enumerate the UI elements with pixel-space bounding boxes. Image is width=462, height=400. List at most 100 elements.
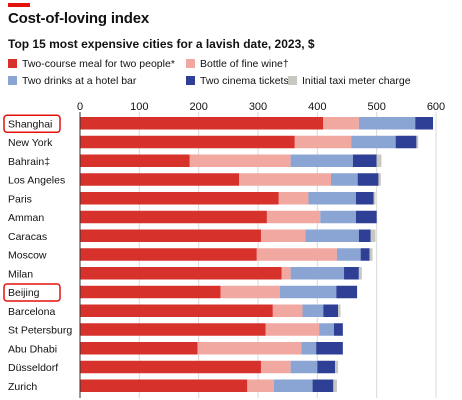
x-tick-label: 500 bbox=[367, 101, 385, 113]
bar-segment bbox=[395, 135, 417, 149]
bar-segment bbox=[369, 248, 373, 261]
bar-segment bbox=[336, 248, 361, 261]
bar-segment bbox=[294, 135, 352, 149]
bar-segment bbox=[357, 173, 379, 186]
bar-segment bbox=[370, 229, 376, 242]
bar-segment bbox=[290, 267, 345, 280]
category-label: Shanghai bbox=[8, 118, 52, 130]
bar-segment bbox=[247, 379, 275, 392]
bar-segment bbox=[281, 267, 291, 280]
bar-segment bbox=[335, 360, 339, 374]
legend-swatch bbox=[186, 59, 195, 68]
x-tick-label: 600 bbox=[427, 101, 445, 113]
bar-segment bbox=[302, 304, 324, 317]
bar-segment bbox=[80, 248, 257, 261]
bar-segment bbox=[360, 248, 370, 261]
bar-segment bbox=[265, 323, 320, 336]
bar-segment bbox=[80, 173, 240, 186]
category-label: St Petersburg bbox=[8, 325, 72, 337]
bar-segment bbox=[336, 285, 358, 299]
bar-segment bbox=[333, 379, 337, 392]
legend-label: Initial taxi meter charge bbox=[302, 75, 411, 87]
bar-segment bbox=[312, 379, 334, 392]
legend-label: Two drinks at a hotel bar bbox=[22, 75, 137, 87]
bar-segment bbox=[256, 248, 337, 261]
x-tick-label: 300 bbox=[249, 101, 267, 113]
bar-segment bbox=[80, 379, 248, 392]
bar-segment bbox=[266, 210, 321, 224]
legend-item: Initial taxi meter charge bbox=[288, 75, 411, 87]
legend-swatch bbox=[8, 59, 17, 68]
bar-segment bbox=[344, 267, 359, 280]
chart-subtitle: Top 15 most expensive cities for a lavis… bbox=[8, 37, 315, 51]
legend-item: Bottle of fine wine† bbox=[186, 58, 289, 70]
category-label: Milan bbox=[8, 268, 33, 280]
bar-segment bbox=[80, 135, 295, 149]
bar-segment bbox=[376, 154, 382, 167]
category-label: Beijing bbox=[8, 287, 40, 299]
category-label: Paris bbox=[8, 193, 32, 205]
bar-segment bbox=[355, 192, 374, 205]
bar-segment bbox=[415, 117, 434, 130]
chart-legend: Two-course meal for two people* Bottle of… bbox=[8, 58, 458, 92]
bar-segment bbox=[80, 285, 221, 299]
category-label: Abu Dhabi bbox=[8, 343, 57, 355]
legend-label: Two cinema tickets bbox=[200, 75, 289, 87]
bar-segment bbox=[80, 267, 282, 280]
bar-segment bbox=[80, 192, 279, 205]
bar-segment bbox=[378, 173, 381, 186]
bar-segment bbox=[290, 154, 353, 167]
bar-segment bbox=[308, 192, 356, 205]
legend-label: Two-course meal for two people* bbox=[22, 58, 175, 70]
bar-segment bbox=[330, 173, 358, 186]
x-tick-label: 100 bbox=[130, 101, 148, 113]
bar-segment bbox=[220, 285, 280, 299]
bar-segment bbox=[323, 117, 359, 130]
bar-segment bbox=[320, 210, 356, 224]
bar-segment bbox=[274, 379, 313, 392]
legend-swatch bbox=[288, 76, 297, 85]
x-tick-label: 200 bbox=[189, 101, 207, 113]
bar-segment bbox=[351, 135, 396, 149]
bar-segment bbox=[319, 323, 334, 336]
bar-segment bbox=[305, 229, 359, 242]
bar-segment bbox=[260, 360, 291, 374]
category-highlight-box bbox=[3, 114, 61, 133]
bar-segment bbox=[373, 192, 376, 205]
x-tick-label: 400 bbox=[308, 101, 326, 113]
legend-item: Two drinks at a hotel bar bbox=[8, 75, 136, 87]
category-label: Moscow bbox=[8, 250, 47, 262]
bar-segment bbox=[80, 304, 273, 317]
bar-segment bbox=[272, 304, 303, 317]
bar-segment bbox=[197, 342, 302, 355]
bar-segment bbox=[80, 360, 261, 374]
bar-segment bbox=[301, 342, 317, 355]
bar-segment bbox=[239, 173, 331, 186]
bar-segment bbox=[323, 304, 339, 317]
bar-segment bbox=[352, 154, 377, 167]
legend-swatch bbox=[186, 76, 195, 85]
category-label: Düsseldorf bbox=[8, 362, 58, 374]
bar-segment bbox=[316, 342, 343, 355]
bar-segment bbox=[416, 135, 419, 149]
bar-segment bbox=[358, 267, 362, 280]
category-highlight-box bbox=[3, 283, 61, 302]
bar-segment bbox=[333, 323, 343, 336]
chart-title: Cost-of-loving index bbox=[8, 10, 149, 27]
legend-label: Bottle of fine wine† bbox=[200, 58, 289, 70]
category-label: Caracas bbox=[8, 231, 47, 243]
x-tick-label: 0 bbox=[77, 101, 83, 113]
bar-segment bbox=[189, 154, 291, 167]
bar-segment bbox=[338, 304, 341, 317]
category-label: New York bbox=[8, 137, 53, 149]
category-label: Zurich bbox=[8, 381, 37, 393]
bar-segment bbox=[80, 229, 261, 242]
brand-accent-bar bbox=[8, 3, 30, 7]
bar-segment bbox=[80, 154, 190, 167]
bar-segment bbox=[279, 285, 337, 299]
bar-segment bbox=[260, 229, 306, 242]
bar-segment bbox=[290, 360, 318, 374]
category-label: Amman bbox=[8, 212, 44, 224]
bar-segment bbox=[317, 360, 336, 374]
